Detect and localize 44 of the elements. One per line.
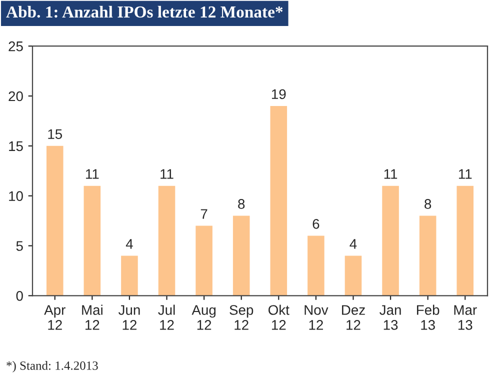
x-tick-label: Apr 12 <box>44 305 66 330</box>
x-tick-label: Nov 12 <box>304 305 328 330</box>
x-tick-label: Jan 13 <box>380 305 401 330</box>
data-label: 8 <box>424 199 432 209</box>
data-label: 11 <box>458 169 472 179</box>
bar <box>121 256 138 296</box>
data-label: 11 <box>384 169 398 179</box>
x-tick-label: Jun 12 <box>118 305 140 330</box>
data-label: 11 <box>160 169 174 179</box>
bar <box>456 186 474 296</box>
data-label: 15 <box>48 129 62 140</box>
x-tick-label: Jul 12 <box>158 304 175 330</box>
data-label: 19 <box>272 89 286 100</box>
bar <box>46 146 64 296</box>
x-tick-label: Aug 12 <box>192 305 216 330</box>
data-label: 8 <box>238 199 245 209</box>
x-tick-label: Feb 13 <box>417 304 440 330</box>
x-tick-label: Mai 12 <box>82 304 102 330</box>
bar <box>308 236 324 296</box>
y-tick-label: 15 <box>9 141 23 152</box>
data-label: 6 <box>312 219 320 229</box>
data-label: 11 <box>86 169 99 179</box>
data-label: 4 <box>350 239 357 249</box>
x-tick-label: Okt 12 <box>268 304 290 330</box>
y-tick-label: 25 <box>8 41 23 52</box>
text: *) Stand: 1.4.2013 <box>6 361 98 372</box>
bar <box>84 186 101 296</box>
x-tick-label: Mar 13 <box>454 305 477 330</box>
bar <box>419 216 436 296</box>
x-tick-label: Sep 12 <box>230 305 254 330</box>
bar <box>196 226 212 296</box>
data-label: 7 <box>200 209 208 219</box>
bar <box>158 186 176 296</box>
x-tick-label: Dez 12 <box>342 305 365 330</box>
bar <box>270 106 288 296</box>
y-tick-label: 5 <box>16 241 23 251</box>
chart-title: Abb. 1: Anzahl IPOs letzte 12 Monate* <box>6 6 283 18</box>
y-tick-label: 10 <box>9 191 23 202</box>
y-tick-label: 0 <box>16 291 23 301</box>
data-label: 4 <box>126 239 133 249</box>
bar <box>382 186 399 296</box>
bar <box>232 216 250 296</box>
y-tick-label: 20 <box>8 91 23 102</box>
bar <box>344 256 362 296</box>
